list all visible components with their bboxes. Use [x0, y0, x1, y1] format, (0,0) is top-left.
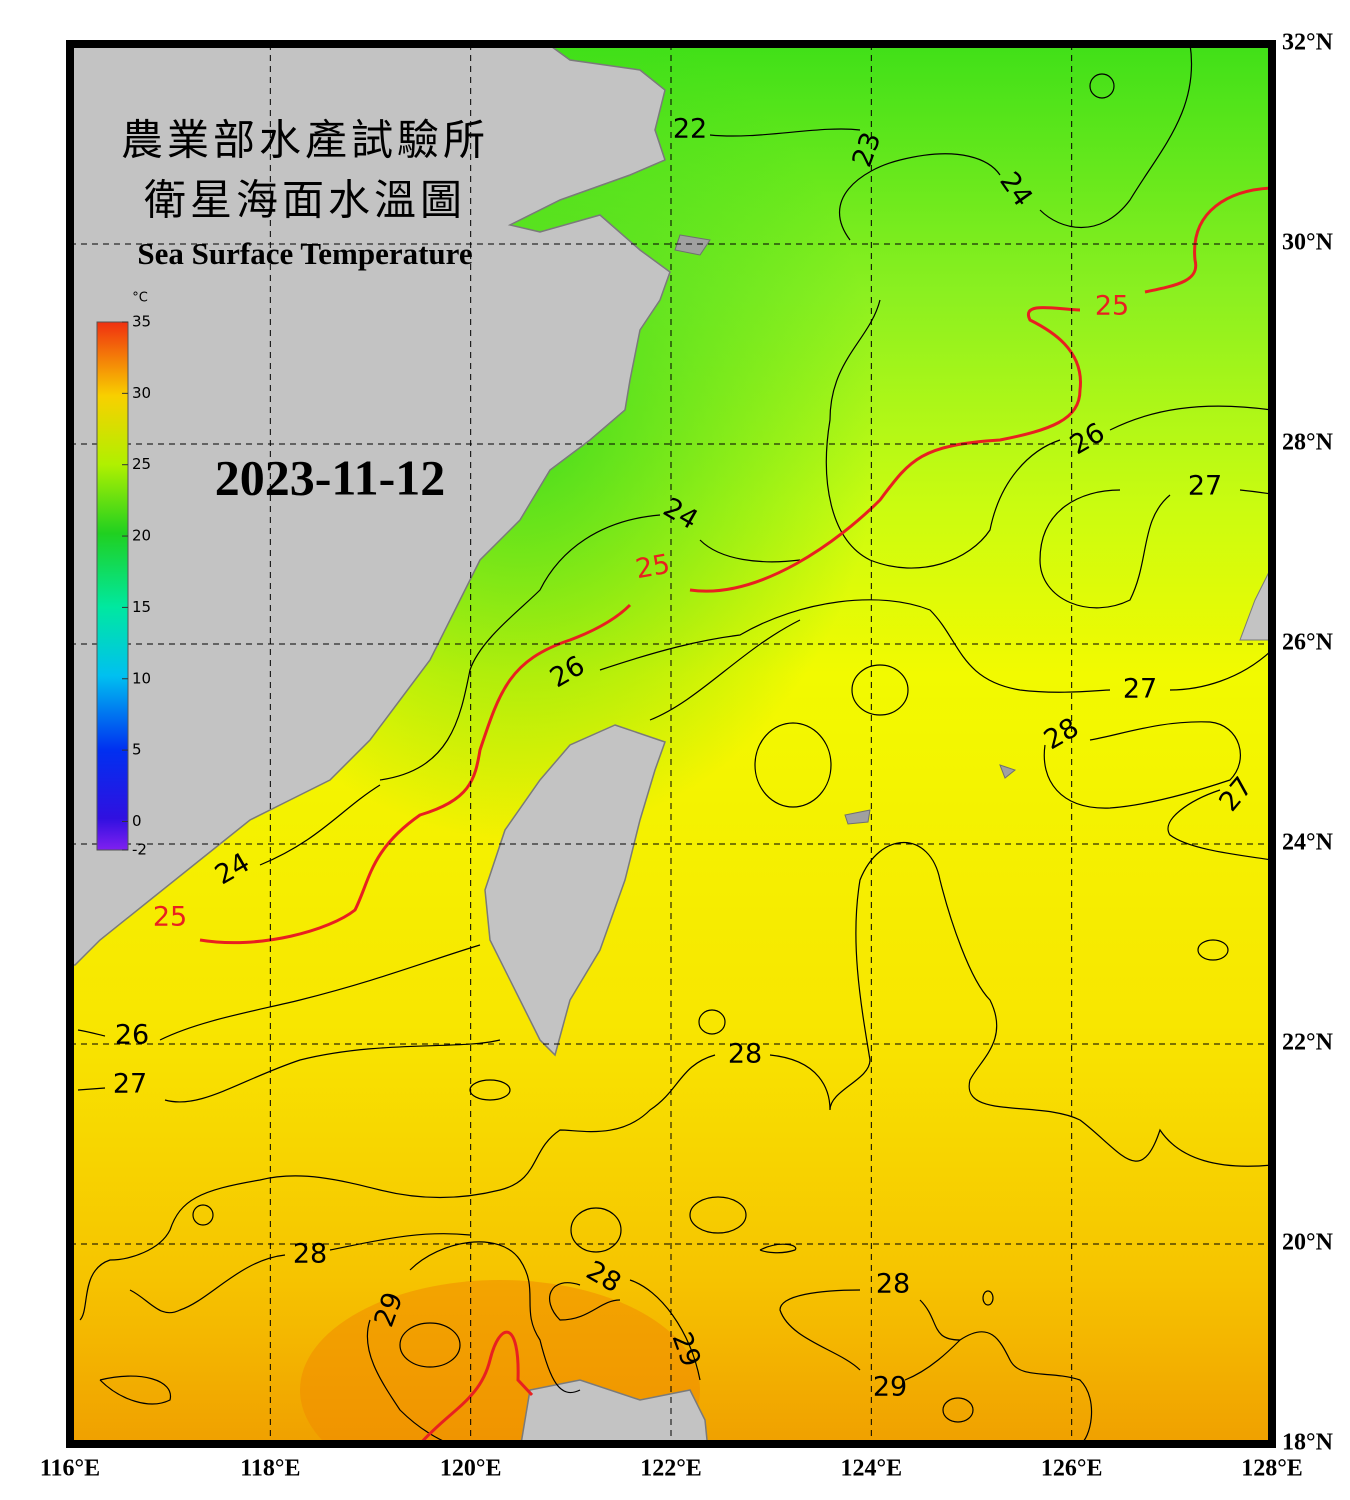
lon-tick-label: 122°E [640, 1456, 702, 1482]
isotherms [77, 44, 1272, 1444]
taiwan [484, 724, 666, 1057]
lat-tick-label: 30°N [1282, 230, 1334, 256]
luzon [520, 1379, 709, 1444]
contour-label: 22 [673, 114, 707, 145]
contour-label: 26 [115, 1020, 149, 1051]
colorbar-tick-label: 5 [132, 741, 142, 759]
china-coast [70, 44, 671, 966]
colorbar-tick-label: 10 [132, 669, 151, 687]
lat-tick-label: 26°N [1282, 630, 1334, 656]
colorbar-tick-label: 15 [132, 598, 151, 616]
islands [674, 234, 1017, 825]
axis-labels: 116°E 118°E 120°E 122°E 124°E 126°E 128°E18°N 2… [40, 30, 1334, 1482]
contour-label: 29 [873, 1372, 907, 1403]
lat-tick-label: 20°N [1282, 1230, 1334, 1256]
graticule [70, 44, 1272, 1444]
contour-label: 25 [633, 549, 672, 585]
contour-label: 25 [153, 902, 187, 933]
lon-tick-label: 116°E [40, 1456, 100, 1482]
title-line: 衛星海面水溫圖 [144, 179, 466, 225]
title-line: 農業部水產試驗所 [121, 118, 489, 165]
lon-tick-label: 124°E [841, 1456, 903, 1482]
lat-tick-label: 24°N [1282, 830, 1334, 856]
lon-tick-label: 128°E [1241, 1456, 1303, 1482]
lat-tick-label: 28°N [1282, 430, 1334, 456]
contour-label: 28 [293, 1239, 327, 1270]
contour-label: 27 [1188, 471, 1222, 502]
lon-tick-label: 120°E [440, 1456, 502, 1482]
lat-tick-label: 22°N [1282, 1030, 1334, 1056]
colorbar-tick-label: 20 [132, 527, 151, 545]
contour-label: 27 [113, 1069, 147, 1100]
lat-tick-label: 32°N [1282, 30, 1334, 56]
subtitle: Sea Surface Temperature [137, 236, 472, 271]
contour-label: 27 [1123, 674, 1157, 705]
lon-tick-label: 118°E [240, 1456, 300, 1482]
colorbar-tick-label: 30 [132, 384, 151, 402]
map-frame [66, 40, 1276, 1448]
colorbar-tick-label: 35 [132, 313, 151, 331]
colorbar-unit: °C [132, 291, 148, 306]
colorbar-ticks: 35 30 25 20 15 10 5 0 -2 [122, 313, 151, 859]
date: 2023-11-12 [215, 449, 446, 505]
colorbar-tick-label: -2 [132, 841, 147, 859]
colorbar-tick-label: 25 [132, 455, 151, 473]
lat-tick-label: 18°N [1282, 1430, 1334, 1456]
contour-label: 28 [728, 1039, 762, 1070]
colorbar-tick-label: 0 [132, 812, 142, 830]
contour-label: 28 [876, 1269, 910, 1300]
colorbar [96, 321, 129, 851]
contour-label: 25 [1095, 291, 1129, 322]
lon-tick-label: 126°E [1041, 1456, 1103, 1482]
